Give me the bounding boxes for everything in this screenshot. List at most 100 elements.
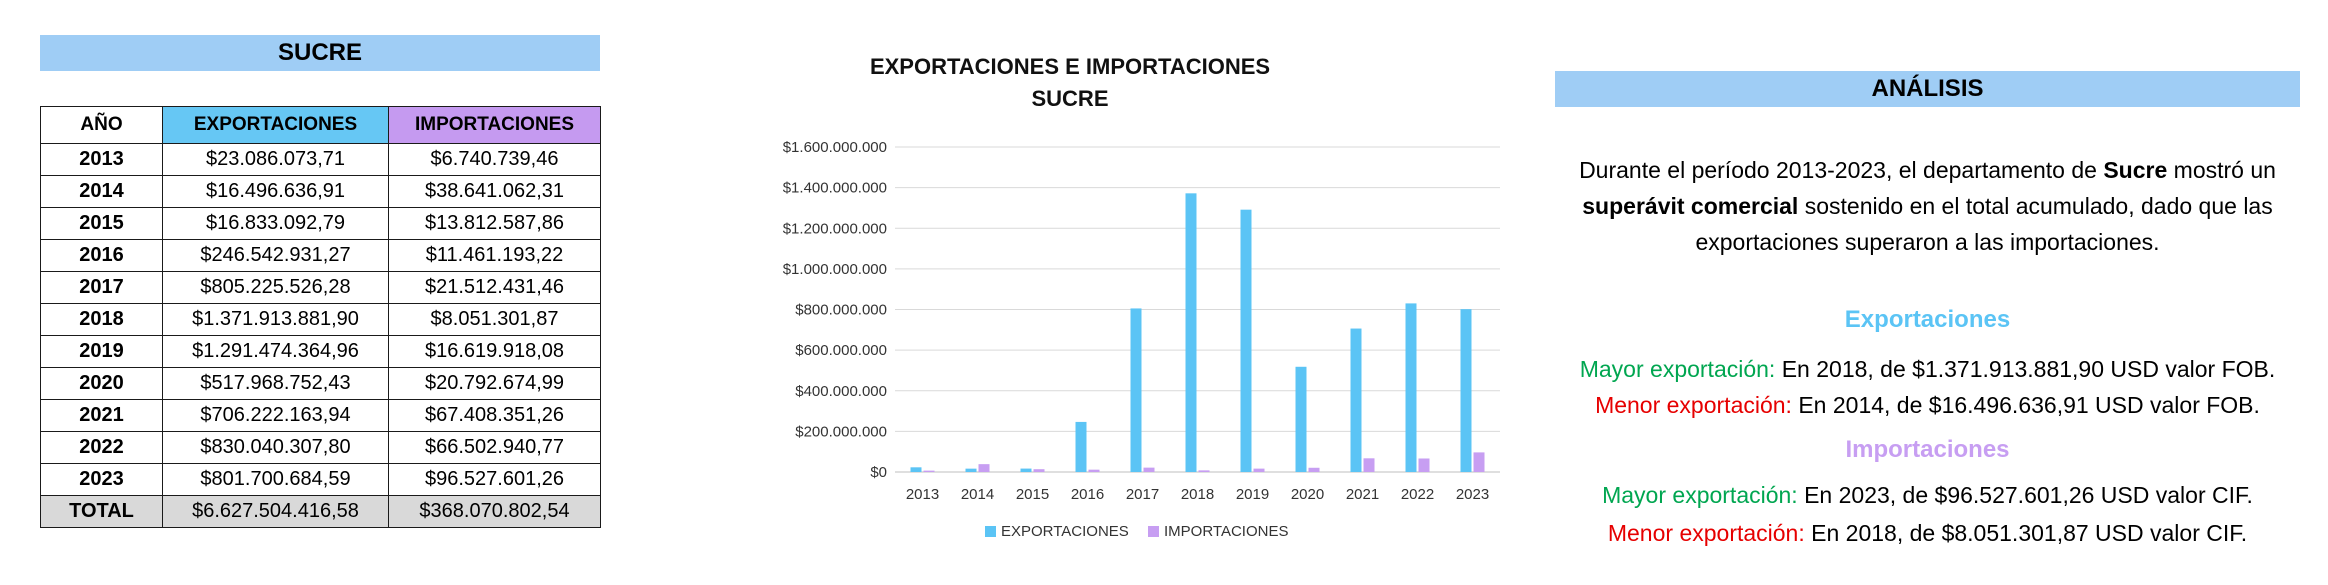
exports-cell: $830.040.307,80 xyxy=(162,431,389,464)
export-bar xyxy=(1350,328,1362,472)
chart-legend: EXPORTACIONES IMPORTACIONES xyxy=(985,523,1288,540)
imports-section-title: Importaciones xyxy=(1845,436,2010,463)
year-cell: 2019 xyxy=(40,335,163,368)
chart-bars xyxy=(910,193,1485,473)
import-bar xyxy=(1473,452,1485,472)
analysis-text: Durante el período 2013-2023, el departa… xyxy=(1579,157,2104,183)
y-tick-label: $600.000.000 xyxy=(795,342,887,359)
x-tick-label: 2016 xyxy=(1071,486,1104,503)
legend-label-imports: IMPORTACIONES xyxy=(1164,523,1288,540)
year-cell: 2018 xyxy=(40,303,163,336)
imports-cell: $16.619.918,08 xyxy=(388,335,601,368)
import-bar xyxy=(1363,458,1375,472)
table-header-row: AÑO EXPORTACIONES IMPORTACIONES xyxy=(40,106,601,144)
imports-cell: $20.792.674,99 xyxy=(388,367,601,400)
table-row: 2014 $16.496.636,91 $38.641.062,31 xyxy=(40,175,601,208)
imports-cell: $21.512.431,46 xyxy=(388,271,601,304)
x-tick-label: 2017 xyxy=(1126,486,1159,503)
trade-bar-chart: EXPORTACIONES E IMPORTACIONES SUCRE $0 $2… xyxy=(783,54,1500,540)
imports-cell: $66.502.940,77 xyxy=(388,431,601,464)
imports-cell: $67.408.351,26 xyxy=(388,399,601,432)
exports-max-label: Mayor exportación: xyxy=(1579,356,1776,382)
year-cell: 2020 xyxy=(40,367,163,400)
import-bar xyxy=(1198,470,1210,472)
analysis-text: mostró un xyxy=(2167,157,2276,183)
export-bar xyxy=(1020,468,1032,472)
x-tick-label: 2020 xyxy=(1291,486,1324,503)
exports-cell: $1.371.913.881,90 xyxy=(162,303,389,336)
export-bar xyxy=(1460,309,1472,472)
table-row: 2017 $805.225.526,28 $21.512.431,46 xyxy=(40,271,601,304)
table-row: 2023 $801.700.684,59 $96.527.601,26 xyxy=(40,463,601,496)
imports-cell: $8.051.301,87 xyxy=(388,303,601,336)
export-bar xyxy=(1185,193,1197,472)
exports-cell: $801.700.684,59 xyxy=(162,463,389,496)
imports-max-label: Mayor exportación: xyxy=(1602,482,1798,508)
imports-cell: $96.527.601,26 xyxy=(388,463,601,496)
legend-label-exports: EXPORTACIONES xyxy=(1001,523,1129,540)
x-axis: 2013 2014 2015 2016 2017 2018 2019 2020 2021 2022… xyxy=(906,486,1489,503)
year-cell: 2017 xyxy=(40,271,163,304)
y-tick-label: $1.200.000.000 xyxy=(783,220,887,237)
analysis-title: ANÁLISIS xyxy=(1555,71,2300,107)
header-imports: IMPORTACIONES xyxy=(388,106,601,144)
total-row: TOTAL $6.627.504.416,58 $368.070.802,54 xyxy=(40,495,601,528)
import-bar xyxy=(1308,467,1320,472)
year-cell: 2016 xyxy=(40,239,163,272)
chart-subtitle: SUCRE xyxy=(1031,86,1108,111)
imports-max-text: En 2023, de $96.527.601,26 USD valor CIF… xyxy=(1797,482,2253,508)
legend-swatch-imports xyxy=(1148,526,1159,537)
export-bar xyxy=(1075,421,1087,472)
year-cell: 2013 xyxy=(40,143,163,176)
x-tick-label: 2014 xyxy=(961,486,994,503)
export-bar xyxy=(910,467,922,472)
trade-table: AÑO EXPORTACIONES IMPORTACIONES 2013 $23.… xyxy=(40,106,601,528)
import-bar xyxy=(978,464,990,472)
exports-max-line: Mayor exportación: En 2018, de $1.371.91… xyxy=(1555,356,2300,383)
imports-cell: $6.740.739,46 xyxy=(388,143,601,176)
y-tick-label: $1.600.000.000 xyxy=(783,139,887,156)
exports-min-text: En 2014, de $16.496.636,91 USD valor FOB… xyxy=(1791,392,2260,418)
table-title: SUCRE xyxy=(40,35,600,71)
table-row: 2020 $517.968.752,43 $20.792.674,99 xyxy=(40,367,601,400)
table-row: 2019 $1.291.474.364,96 $16.619.918,08 xyxy=(40,335,601,368)
imports-cell: $13.812.587,86 xyxy=(388,207,601,240)
y-tick-label: $0 xyxy=(870,464,887,481)
exports-cell: $16.833.092,79 xyxy=(162,207,389,240)
analysis-text-bold: Sucre xyxy=(2103,157,2168,183)
x-tick-label: 2015 xyxy=(1016,486,1049,503)
y-axis: $0 $200.000.000 $400.000.000 $600.000.000 $8… xyxy=(783,139,887,481)
analysis-text: sostenido en el total acumulado, dado qu… xyxy=(1798,193,2273,219)
imports-cell: $11.461.193,22 xyxy=(388,239,601,272)
export-bar xyxy=(1295,366,1307,472)
year-cell: 2015 xyxy=(40,207,163,240)
y-tick-label: $1.000.000.000 xyxy=(783,261,887,278)
exports-section-title: Exportaciones xyxy=(1844,306,2011,333)
exports-cell: $517.968.752,43 xyxy=(162,367,389,400)
year-cell: 2022 xyxy=(40,431,163,464)
total-exports: $6.627.504.416,58 xyxy=(162,495,389,528)
chart-title: EXPORTACIONES E IMPORTACIONES xyxy=(870,54,1270,79)
import-bar xyxy=(1418,458,1430,472)
y-tick-label: $200.000.000 xyxy=(795,423,887,440)
export-bar xyxy=(1130,308,1142,472)
analysis-text: exportaciones superaron a las importacio… xyxy=(1695,229,2160,255)
year-cell: 2014 xyxy=(40,175,163,208)
imports-min-text: En 2018, de $8.051.301,87 USD valor CIF. xyxy=(1804,520,2248,546)
header-exports: EXPORTACIONES xyxy=(162,106,389,144)
x-tick-label: 2013 xyxy=(906,486,939,503)
import-bar xyxy=(923,470,935,472)
exports-cell: $246.542.931,27 xyxy=(162,239,389,272)
imports-min-line: Menor exportación: En 2018, de $8.051.30… xyxy=(1555,520,2300,547)
table-row: 2013 $23.086.073,71 $6.740.739,46 xyxy=(40,143,601,176)
exports-cell: $23.086.073,71 xyxy=(162,143,389,176)
exports-min-label: Menor exportación: xyxy=(1595,392,1792,418)
import-bar xyxy=(1143,467,1155,472)
table-row: 2015 $16.833.092,79 $13.812.587,86 xyxy=(40,207,601,240)
chart-grid xyxy=(895,146,1500,473)
export-bar xyxy=(1240,209,1252,473)
y-tick-label: $800.000.000 xyxy=(795,302,887,319)
exports-cell: $706.222.163,94 xyxy=(162,399,389,432)
import-bar xyxy=(1033,469,1045,472)
imports-cell: $38.641.062,31 xyxy=(388,175,601,208)
